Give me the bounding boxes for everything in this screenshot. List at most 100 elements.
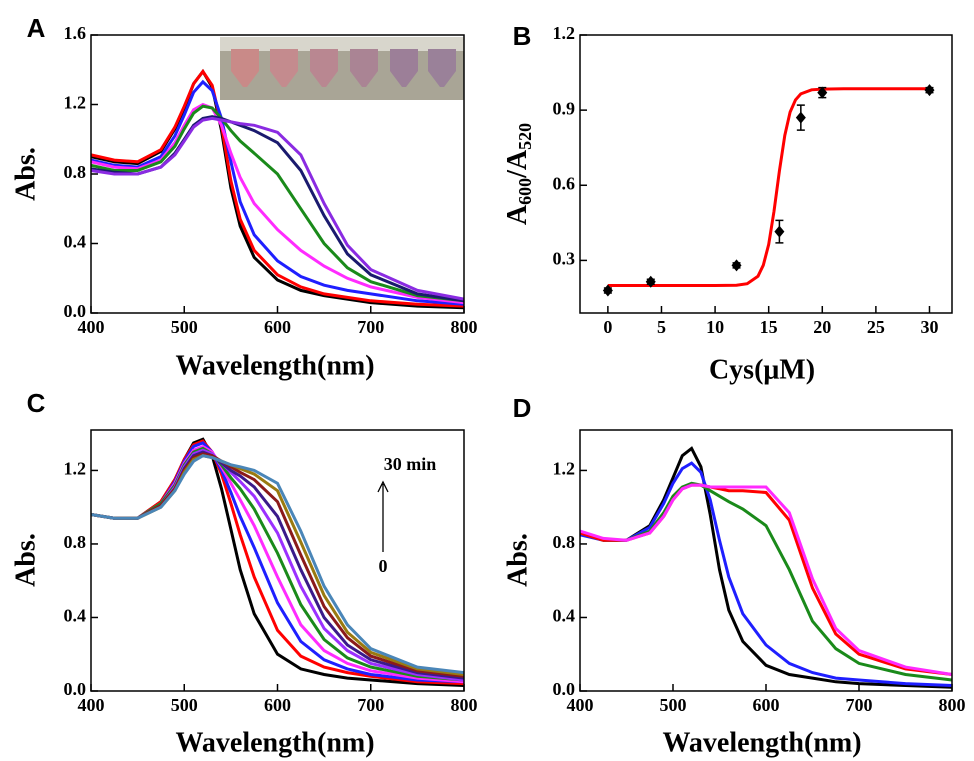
x-tick-label: 400 (567, 695, 594, 715)
spectrum-line (90, 68, 465, 310)
data-point (795, 111, 806, 124)
data-point (924, 84, 935, 97)
tube (270, 49, 298, 87)
x-tick-label: 20 (813, 317, 831, 337)
y-axis-label: Abs. (502, 533, 533, 587)
tube (390, 49, 418, 87)
x-tick-label: 700 (846, 695, 873, 715)
panel-label: C (27, 388, 46, 418)
spectrum-line (90, 454, 465, 675)
spectrum-line (90, 441, 465, 684)
x-tick-label: 10 (706, 317, 724, 337)
tubes (231, 49, 456, 87)
subscript: 520 (515, 123, 535, 150)
x-axis-label: Wavelength(nm) (175, 350, 374, 381)
data-point (645, 275, 656, 288)
annotation: 0 (379, 556, 388, 576)
panel-label: D (513, 393, 532, 423)
spectrum-line (90, 68, 465, 308)
y-tick-label: 0.4 (553, 606, 576, 626)
arrow (377, 480, 389, 552)
plot-frame (579, 429, 953, 692)
y-tick-label: 1.2 (64, 459, 87, 479)
inset-photo (220, 37, 464, 100)
y-axis-label: A600/A520 (502, 123, 535, 225)
x-tick-label: 30 (920, 317, 938, 337)
x-tick-label: 600 (264, 695, 291, 715)
x-tick-label: 0 (603, 317, 612, 337)
panel-label: B (513, 21, 532, 51)
plot-frame (579, 34, 953, 314)
data-point (602, 284, 613, 297)
tube (350, 49, 378, 87)
x-tick-label: 800 (451, 317, 478, 337)
y-tick-label: 0.6 (553, 173, 576, 193)
y-tick-label: 0.8 (64, 532, 87, 552)
label-part: /A (502, 149, 533, 179)
x-tick-label: 25 (867, 317, 885, 337)
spectrum-line (90, 116, 465, 301)
subscript: 600 (515, 178, 535, 205)
tube (231, 49, 259, 87)
x-tick-label: 600 (753, 695, 780, 715)
y-tick-label: 1.2 (553, 23, 576, 43)
spectrum-line (90, 452, 465, 678)
x-axis-label: Wavelength(nm) (175, 727, 374, 758)
x-tick-label: 700 (357, 317, 384, 337)
tube (428, 49, 456, 87)
label-part: A (502, 204, 533, 225)
panel: B 0 5 10 15 20 25 30 0.3 0.6 0.9 1.2 Cys(μM) A600/A52… (502, 21, 953, 385)
spectrum-line (579, 483, 953, 676)
spectrum-line (90, 104, 465, 303)
y-tick-label: 1.6 (64, 23, 87, 43)
x-tick-label: 600 (264, 317, 291, 337)
y-tick-label: 0.8 (553, 532, 576, 552)
x-axis-label: Cys(μM) (709, 354, 815, 385)
data-point (731, 259, 742, 272)
y-tick-label: 0.4 (64, 606, 87, 626)
spectrum-line (90, 79, 465, 306)
panel: A 400 500 600 700 800 0.0 0.4 0.8 1.2 1.6 Wavelengt… (10, 13, 477, 382)
y-tick-label: 1.2 (64, 93, 87, 113)
photo-top (220, 37, 464, 51)
y-tick-label: 0.8 (64, 162, 87, 182)
y-tick-label: 0.0 (64, 301, 87, 321)
panel: D 400 500 600 700 800 0.0 0.4 0.8 1.2 Wavelength(n… (502, 393, 965, 759)
fit-line (607, 87, 930, 287)
spectrum-line (90, 439, 465, 686)
data-point (817, 86, 828, 99)
y-axis-label: Abs. (10, 147, 41, 201)
spectrum-line (579, 446, 953, 689)
plot-frame (90, 429, 465, 692)
y-tick-label: 0.3 (553, 249, 576, 269)
y-tick-label: 1.2 (553, 459, 576, 479)
plot-frame (90, 34, 465, 314)
annotation: 30 min (384, 454, 437, 474)
data-point (774, 225, 785, 238)
x-tick-label: 800 (451, 695, 478, 715)
x-tick-label: 500 (171, 317, 198, 337)
y-tick-label: 0.9 (553, 98, 576, 118)
x-tick-label: 400 (78, 695, 105, 715)
x-tick-label: 700 (357, 695, 384, 715)
x-tick-label: 15 (760, 317, 778, 337)
y-tick-label: 0.0 (64, 679, 87, 699)
y-axis-label: Abs. (10, 533, 41, 587)
x-tick-label: 800 (939, 695, 966, 715)
spectrum-line (579, 461, 953, 687)
x-tick-label: 500 (660, 695, 687, 715)
y-tick-label: 0.0 (553, 679, 576, 699)
y-tick-label: 0.4 (64, 232, 87, 252)
x-tick-label: 500 (171, 695, 198, 715)
x-tick-label: 400 (78, 317, 105, 337)
x-axis-label: Wavelength(nm) (662, 727, 861, 758)
spectrum-line (90, 437, 465, 687)
spectrum-line (579, 481, 953, 682)
panel: C 400 500 600 700 800 0.0 0.4 0.8 1.2 Wavelength(n… (10, 388, 477, 759)
spectrum-line (90, 454, 465, 676)
tube (310, 49, 338, 87)
panel-label: A (27, 13, 46, 43)
x-tick-label: 5 (657, 317, 666, 337)
